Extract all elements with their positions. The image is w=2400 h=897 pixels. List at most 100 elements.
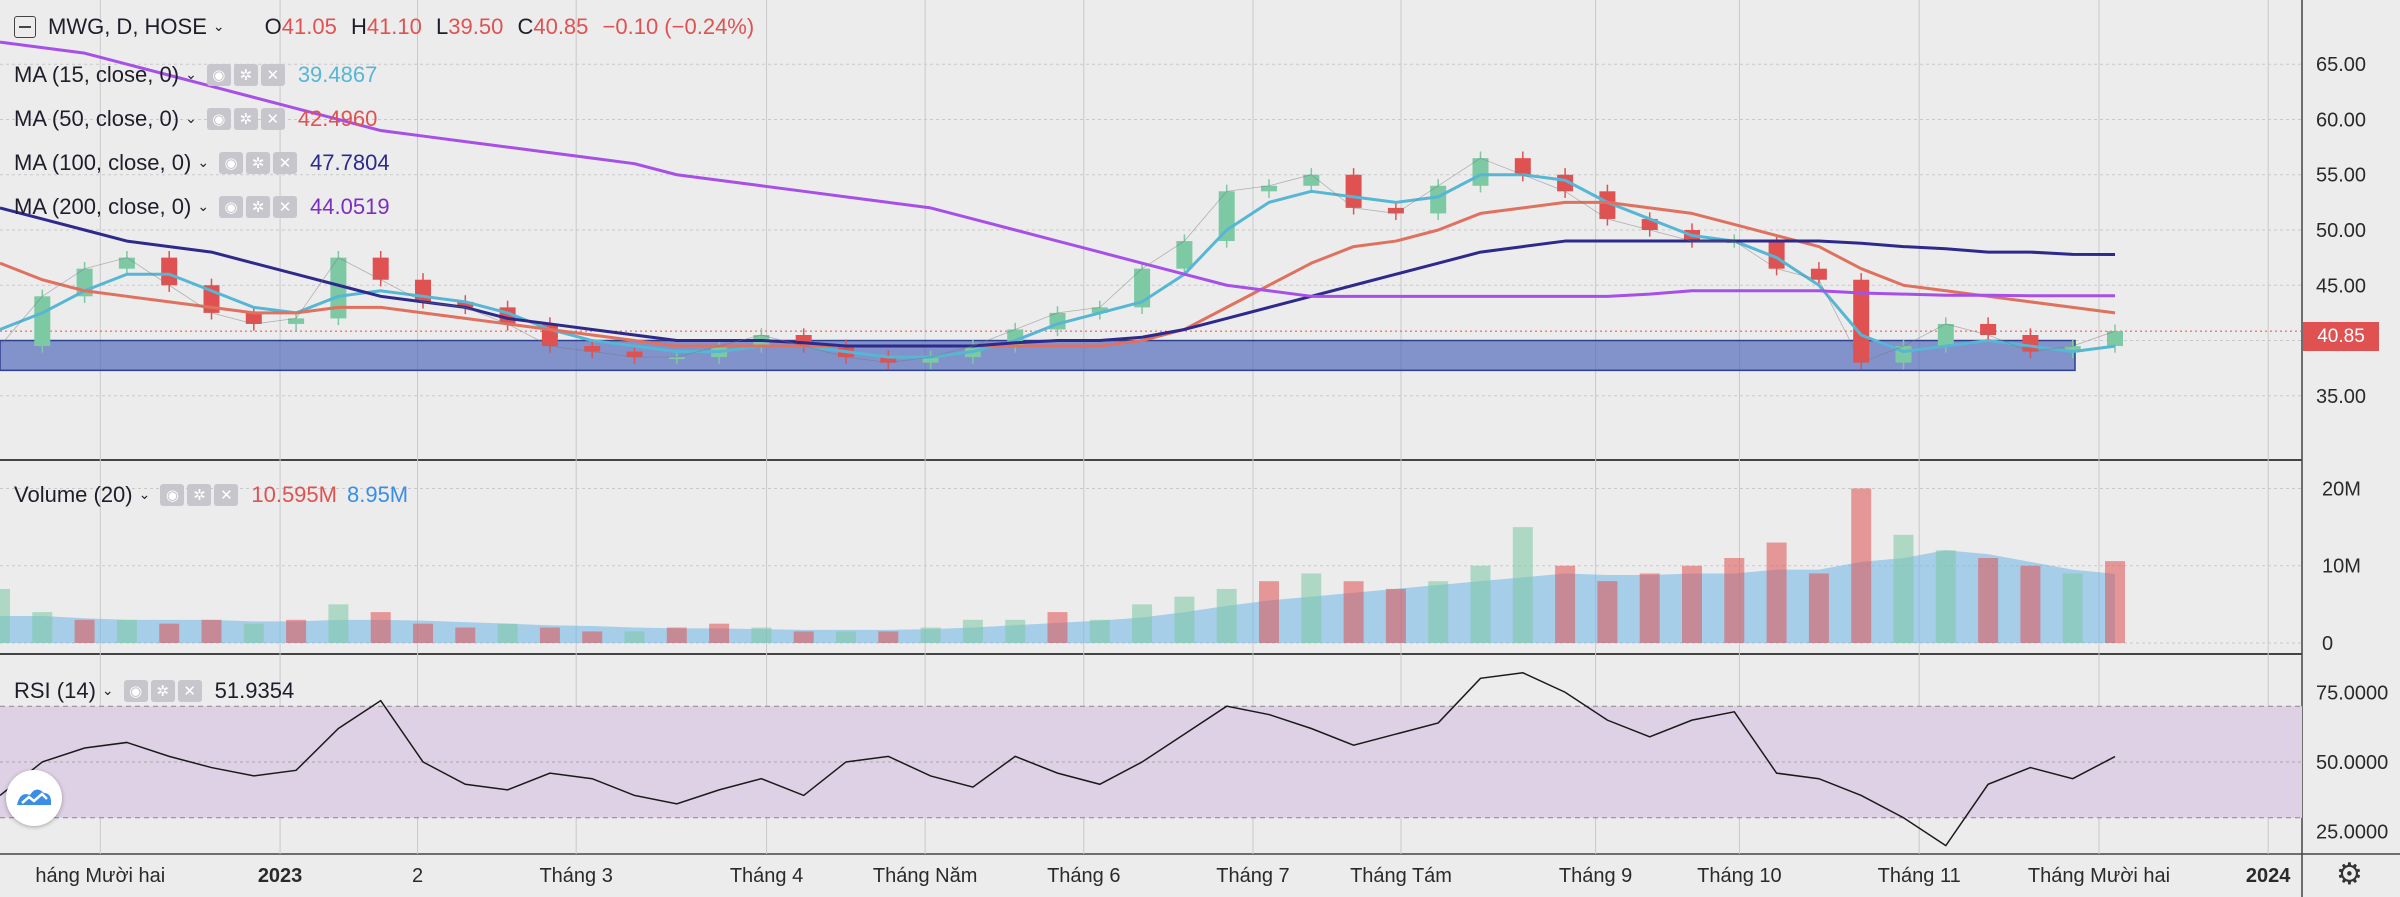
candle-body (1472, 158, 1489, 186)
x-axis-tick-label: Tháng Mười hai (2028, 865, 2170, 887)
rsi-axis-tick-label: 25.0000 (2316, 822, 2388, 844)
ma200-value: 44.0519 (310, 194, 390, 219)
close-icon[interactable]: ✕ (214, 484, 239, 506)
x-axis-tick-label: 2024 (2246, 865, 2291, 887)
eye-icon[interactable]: ◉ (160, 484, 185, 506)
last-price-tag: 40.85 (2303, 322, 2379, 351)
ma100-label[interactable]: MA (100, close, 0) (14, 150, 192, 175)
volume-bar (1343, 581, 1364, 643)
eye-icon[interactable]: ◉ (219, 196, 244, 218)
legend-ma200[interactable]: MA (200, close, 0) ⌄ ◉ ✲ ✕ 44.0519 (14, 194, 390, 220)
volume-bar (1555, 565, 1576, 643)
volume-axis-tick-label: 0 (2322, 633, 2333, 655)
candle-body (372, 257, 389, 280)
candle-body (2107, 331, 2123, 347)
settings-gear-icon[interactable]: ⚙ (2336, 857, 2363, 892)
candle-body (1937, 323, 1954, 347)
logo-icon[interactable] (6, 770, 62, 826)
legend-rsi[interactable]: RSI (14) ⌄ ◉ ✲ ✕ 51.9354 (14, 678, 294, 704)
low-value: 39.50 (448, 14, 504, 39)
y-axis-tick-label: 65.00 (2316, 54, 2366, 76)
chevron-down-icon[interactable]: ⌄ (197, 199, 210, 215)
volume-bar (1512, 527, 1533, 643)
close-label: C (517, 14, 534, 39)
chevron-down-icon[interactable]: ⌄ (138, 487, 151, 503)
y-axis-tick-label: 55.00 (2316, 165, 2366, 187)
ma100-value: 47.7804 (310, 150, 390, 175)
candle-body (288, 318, 305, 324)
legend-ma15[interactable]: MA (15, close, 0) ⌄ ◉ ✲ ✕ 39.4867 (14, 62, 377, 88)
chevron-down-icon[interactable]: ⌄ (212, 19, 225, 35)
volume-bar (328, 604, 349, 643)
volume-bar (1259, 581, 1279, 643)
volume-bar (1047, 612, 1068, 643)
close-icon[interactable]: ✕ (177, 680, 202, 702)
close-line (0, 157, 2116, 364)
gear-icon[interactable]: ✲ (246, 196, 271, 218)
volume-bar (1639, 573, 1660, 643)
volume-bar (413, 623, 433, 643)
volume-bar (497, 623, 518, 643)
gear-icon[interactable]: ✲ (150, 680, 175, 702)
high-label: H (350, 14, 367, 39)
x-axis-tick-label: Tháng 10 (1697, 865, 1782, 887)
x-axis-tick-label: Tháng 9 (1559, 865, 1632, 887)
chevron-down-icon[interactable]: ⌄ (185, 111, 197, 127)
candle-body (1980, 323, 1997, 335)
x-axis-tick-label: Tháng Tám (1350, 865, 1452, 887)
legend-ma100[interactable]: MA (100, close, 0) ⌄ ◉ ✲ ✕ 47.7804 (14, 150, 390, 176)
rsi-value: 51.9354 (214, 678, 295, 703)
volume-bar (582, 631, 603, 643)
x-axis-tick-label: 2 (412, 865, 423, 887)
volume-bar (920, 627, 941, 643)
ma50-label[interactable]: MA (50, close, 0) (14, 106, 180, 131)
candle-body (626, 351, 643, 358)
gear-icon[interactable]: ✲ (233, 108, 258, 130)
close-icon[interactable]: ✕ (273, 196, 298, 218)
chevron-down-icon[interactable]: ⌄ (185, 67, 197, 83)
volume-bar (0, 588, 10, 643)
chevron-down-icon[interactable]: ⌄ (197, 155, 210, 171)
candle-body (1599, 191, 1616, 219)
y-axis-tick-label: 35.00 (2316, 386, 2366, 408)
gear-icon[interactable]: ✲ (187, 484, 212, 506)
volume-bar (455, 627, 476, 643)
rsi-label[interactable]: RSI (14) (14, 678, 96, 703)
ma200-line (0, 40, 2115, 298)
close-icon[interactable]: ✕ (260, 64, 285, 86)
volume-label[interactable]: Volume (20) (14, 482, 133, 507)
close-icon[interactable]: ✕ (260, 108, 285, 130)
volume-bar (962, 619, 983, 643)
volume-bar (1428, 581, 1449, 643)
gear-icon[interactable]: ✲ (246, 152, 271, 174)
high-value: 41.10 (366, 14, 422, 39)
volume-ma-area (0, 550, 2115, 643)
ma15-label[interactable]: MA (15, close, 0) (14, 62, 180, 87)
close-icon[interactable]: ✕ (273, 152, 298, 174)
low-label: L (436, 14, 449, 39)
candle-body (1387, 207, 1404, 214)
y-axis-tick-label: 45.00 (2316, 275, 2366, 297)
volume-bar (709, 623, 730, 643)
rsi-axis-tick-label: 50.0000 (2316, 752, 2388, 774)
ma15-value: 39.4867 (297, 62, 378, 87)
x-axis-tick-label: Tháng Năm (873, 865, 978, 887)
symbol-title[interactable]: MWG, D, HOSE (48, 14, 207, 39)
eye-icon[interactable]: ◉ (206, 108, 231, 130)
legend-ma50[interactable]: MA (50, close, 0) ⌄ ◉ ✲ ✕ 42.4960 (14, 106, 377, 132)
collapse-icon[interactable] (14, 16, 36, 38)
eye-icon[interactable]: ◉ (206, 64, 231, 86)
y-axis-tick-label: 60.00 (2316, 109, 2366, 131)
eye-icon[interactable]: ◉ (219, 152, 244, 174)
volume-bar (1216, 588, 1237, 643)
x-axis-tick-label: háng Mười hai (35, 865, 165, 887)
legend-volume[interactable]: Volume (20) ⌄ ◉ ✲ ✕ 10.595M 8.95M (14, 482, 408, 508)
ma200-label[interactable]: MA (200, close, 0) (14, 194, 192, 219)
x-axis-tick-label: Tháng 4 (730, 865, 803, 887)
candle-body (118, 257, 135, 269)
candle-body (245, 312, 262, 324)
eye-icon[interactable]: ◉ (123, 680, 148, 702)
gear-icon[interactable]: ✲ (233, 64, 258, 86)
chevron-down-icon[interactable]: ⌄ (101, 683, 114, 699)
